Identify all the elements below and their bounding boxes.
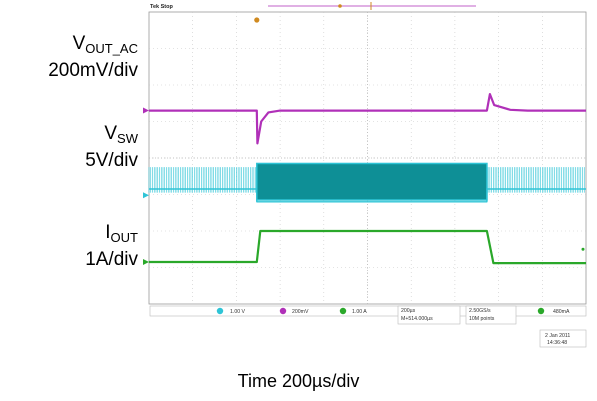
trigger-level-marker	[581, 247, 585, 251]
ch4-badge	[339, 307, 347, 315]
iout-label-main: I	[105, 222, 111, 243]
record-length: 10M points	[469, 316, 495, 322]
scope-traces	[148, 93, 586, 265]
series-vout_ac-line	[149, 93, 586, 145]
iout-label-sub: OUT	[110, 230, 138, 245]
iout-label: IOUT 1A/div	[85, 222, 138, 271]
vout-label-main: V	[72, 33, 86, 54]
trigger-level: 480mA	[553, 309, 570, 315]
ch2-badge	[216, 307, 224, 315]
scope-grid	[148, 11, 587, 305]
vout-label-sub: OUT_AC	[85, 41, 138, 56]
ch2-scale: 1.00 V	[230, 309, 246, 315]
series-vsw-line	[149, 188, 586, 203]
vout-label: VOUT_AC 200mV/div	[48, 33, 138, 82]
ch2-ground-marker	[143, 192, 149, 199]
sample-rate: 2.50GS/s	[469, 308, 491, 314]
trigger-position: M+514.000µs	[401, 316, 433, 322]
ch4-ground-marker	[143, 259, 149, 266]
record-trigger-dot	[338, 4, 342, 8]
ch3-ground-marker	[143, 107, 149, 114]
ch4-scale: 1.00 A	[352, 309, 367, 315]
scope-date: 2 Jan 2011	[545, 333, 570, 339]
scope-mode: Tek Stop	[150, 4, 173, 10]
vsw-label: VSW 5V/div	[85, 123, 138, 172]
vsw-switching-band	[148, 162, 585, 201]
time-axis-label: Time 200µs/div	[237, 371, 360, 391]
series-iout-line	[149, 229, 586, 265]
iout-scale: 1A/div	[85, 249, 138, 270]
trigger-channel-badge	[537, 307, 545, 315]
ch3-scale: 200mV	[292, 309, 309, 315]
scope-markers	[143, 2, 585, 266]
scope-time: 14:36:48	[547, 340, 567, 346]
vsw-label-sub: SW	[117, 131, 138, 146]
trigger-time-marker	[254, 17, 260, 23]
vout-scale: 200mV/div	[48, 60, 138, 81]
vsw-scale: 5V/div	[85, 150, 138, 171]
ch3-badge	[279, 307, 287, 315]
timebase: 200µs	[401, 308, 416, 314]
scope-status-bar: 1.00 V 200mV 1.00 A 200µs M+514.000µs 2.…	[149, 305, 587, 348]
vsw-label-main: V	[104, 123, 118, 144]
vsw-dense-block	[256, 162, 488, 201]
